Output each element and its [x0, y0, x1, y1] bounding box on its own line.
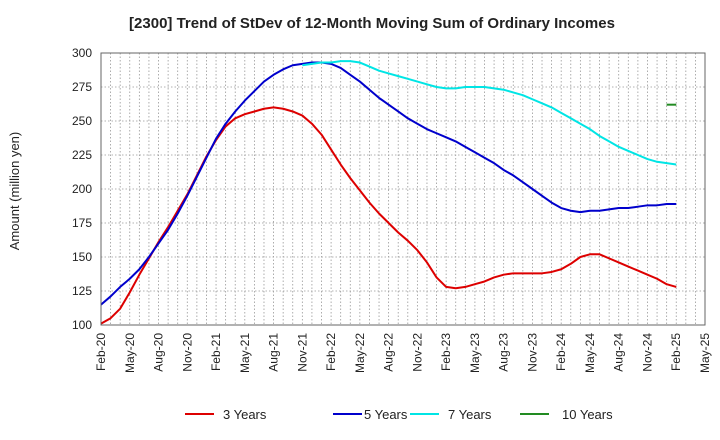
x-tick-label: Aug-24 [612, 333, 626, 372]
y-tick-label: 200 [72, 182, 92, 196]
series-line-5-years [100, 61, 677, 306]
y-tick-label: 300 [72, 46, 92, 60]
axes: 100 125 150 175 200 225 250 275 300 Feb-20 May-20 A… [72, 46, 712, 373]
x-tick-label: Aug-21 [267, 333, 281, 372]
x-tick-label: May-24 [583, 333, 597, 373]
x-tick-label: May-25 [698, 333, 712, 373]
x-tick-label: Aug-20 [152, 333, 166, 372]
x-tick-label: Nov-23 [525, 333, 539, 372]
y-tick-label: 125 [72, 284, 92, 298]
y-tick-label: 100 [72, 318, 92, 332]
legend: 3 Years 5 Years 7 Years 10 Years [185, 407, 613, 422]
y-tick-label: 175 [72, 216, 92, 230]
x-tick-label: Aug-22 [382, 333, 396, 372]
y-tick-label: 275 [72, 80, 92, 94]
grid-lines [100, 53, 706, 325]
y-tick-label: 225 [72, 148, 92, 162]
legend-label-10-years: 10 Years [562, 407, 613, 422]
legend-label-7-years: 7 Years [448, 407, 492, 422]
y-tick-label: 150 [72, 250, 92, 264]
legend-label-3-years: 3 Years [223, 407, 267, 422]
series-group [100, 60, 677, 325]
x-tick-label: Feb-23 [439, 333, 453, 371]
x-tick-label: Nov-21 [295, 333, 309, 372]
x-tick-label: May-20 [123, 333, 137, 373]
x-tick-label: Aug-23 [497, 333, 511, 372]
plot-frame [100, 52, 706, 326]
x-tick-label: Feb-22 [324, 333, 338, 371]
y-axis-label: Amount (million yen) [7, 132, 22, 251]
x-tick-label: May-23 [468, 333, 482, 373]
series-line-7-years [302, 60, 677, 166]
chart-title: [2300] Trend of StDev of 12-Month Moving… [129, 15, 615, 32]
x-tick-label: Feb-24 [554, 333, 568, 371]
x-tick-label: May-21 [238, 333, 252, 373]
y-tick-label: 250 [72, 114, 92, 128]
x-tick-label: May-22 [353, 333, 367, 373]
x-tick-label: Nov-24 [640, 333, 654, 372]
legend-label-5-years: 5 Years [364, 407, 408, 422]
x-tick-label: Nov-20 [180, 333, 194, 372]
x-tick-label: Feb-25 [669, 333, 683, 371]
x-tick-label: Feb-21 [209, 333, 223, 371]
x-tick-label: Feb-20 [94, 333, 108, 371]
x-tick-label: Nov-22 [410, 333, 424, 372]
